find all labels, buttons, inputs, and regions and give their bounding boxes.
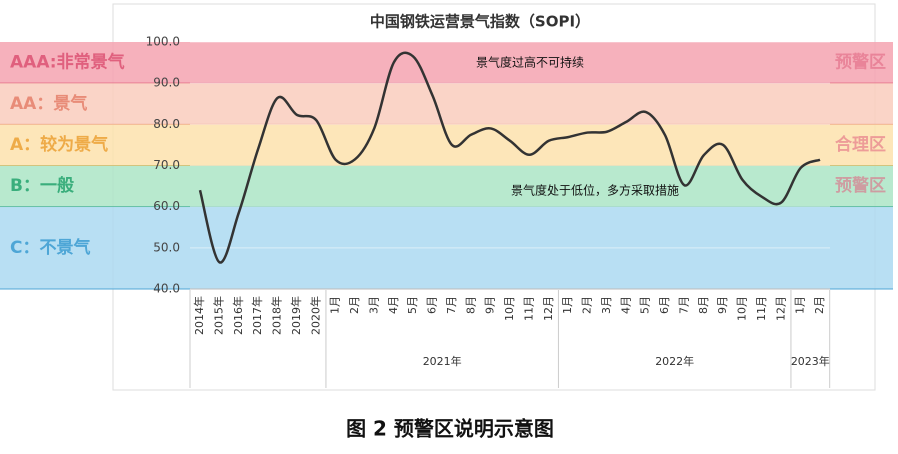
zone-label: 预警区 [835, 52, 886, 73]
x-tick-label: 2017年 [250, 296, 264, 335]
x-tick-label: 3月 [367, 296, 380, 314]
y-tick-label: 90.0 [153, 76, 180, 90]
x-tick-label: 8月 [464, 296, 477, 314]
x-tick-label: 2月 [813, 296, 826, 314]
y-tick-label: 50.0 [153, 240, 180, 254]
band [0, 83, 893, 125]
x-tick-label: 2015年 [211, 296, 225, 335]
x-tick-label: 2014年 [192, 296, 206, 335]
x-tick-label: 2020年 [308, 296, 322, 335]
zone-label: 预警区 [835, 175, 886, 196]
band [0, 124, 893, 166]
x-tick-label: 2016年 [231, 296, 245, 335]
group-label: 2023年 [791, 354, 830, 368]
x-tick-label: 10月 [736, 296, 749, 321]
x-tick-label: 10月 [503, 296, 516, 321]
band-label: AAA:非常景气 [10, 52, 125, 73]
x-tick-label: 2月 [581, 296, 594, 314]
caption: 图 2 预警区说明示意图 [346, 417, 554, 441]
x-tick-label: 7月 [677, 296, 690, 314]
x-tick-label: 9月 [716, 296, 729, 314]
series-line [198, 51, 821, 264]
x-tick-label: 11月 [755, 296, 768, 321]
annotation: 景气度处于低位，多方采取措施 [511, 183, 679, 198]
x-tick-label: 7月 [445, 296, 458, 314]
x-tick-label: 2018年 [270, 296, 284, 335]
band-label: C：不景气 [10, 237, 90, 258]
x-tick-label: 1月 [329, 296, 342, 314]
y-tick-label: 100.0 [146, 35, 180, 49]
x-tick-label: 6月 [658, 296, 671, 314]
group-label: 2021年 [423, 354, 462, 368]
band-label: B：一般 [10, 175, 74, 196]
x-tick-label: 1月 [561, 296, 574, 314]
x-tick-label: 4月 [387, 296, 400, 314]
zone-label: 合理区 [835, 134, 886, 155]
x-tick-label: 6月 [426, 296, 439, 314]
x-tick-label: 1月 [794, 296, 807, 314]
x-tick-label: 2019年 [289, 296, 303, 335]
y-tick-label: 80.0 [153, 117, 180, 131]
annotation: 景气度过高不可持续 [476, 55, 584, 70]
x-tick-label: 8月 [697, 296, 710, 314]
x-tick-label: 2月 [348, 296, 361, 314]
x-tick-label: 5月 [639, 296, 652, 314]
y-tick-label: 60.0 [153, 199, 180, 213]
band [0, 42, 893, 84]
band-label: AA：景气 [10, 93, 87, 114]
x-tick-label: 12月 [542, 296, 555, 321]
x-tick-label: 4月 [619, 296, 632, 314]
x-tick-label: 9月 [484, 296, 497, 314]
y-tick-label: 70.0 [153, 158, 180, 172]
chart-title: 中国钢铁运营景气指数（SOPI） [370, 13, 590, 31]
x-tick-label: 11月 [522, 296, 535, 321]
band-label: A：较为景气 [10, 134, 108, 155]
x-tick-label: 12月 [774, 296, 787, 321]
group-label: 2022年 [655, 354, 694, 368]
band [0, 165, 893, 207]
y-tick-label: 40.0 [153, 282, 180, 296]
x-tick-label: 3月 [600, 296, 613, 314]
x-tick-label: 5月 [406, 296, 419, 314]
